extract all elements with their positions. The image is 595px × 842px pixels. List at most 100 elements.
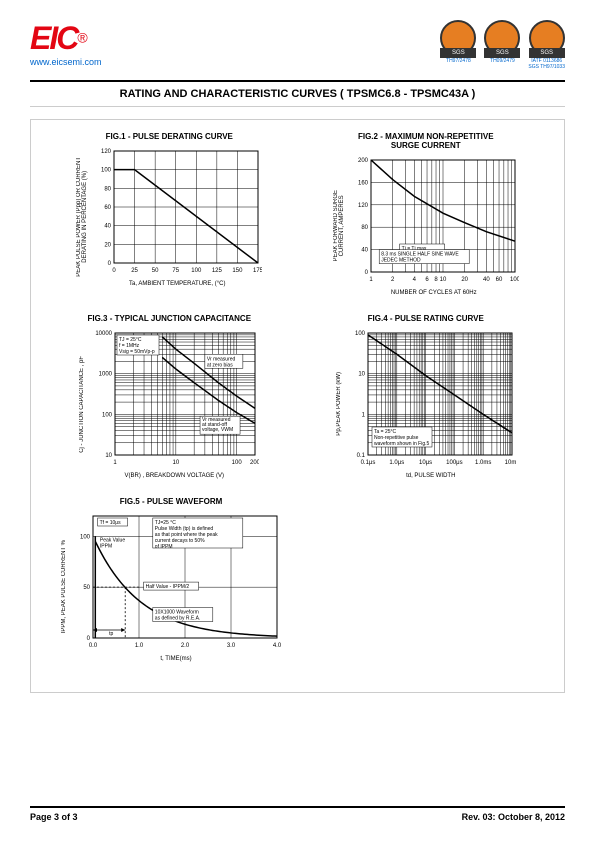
svg-text:2.0: 2.0 (181, 643, 190, 649)
svg-text:0: 0 (364, 270, 368, 276)
svg-text:0: 0 (113, 268, 117, 274)
svg-text:0: 0 (87, 636, 91, 642)
svg-text:3.0: 3.0 (227, 643, 236, 649)
svg-text:80: 80 (361, 225, 368, 231)
svg-text:1: 1 (369, 277, 373, 283)
page-number: Page 3 of 3 (30, 812, 78, 822)
svg-text:100: 100 (80, 534, 91, 540)
svg-text:60: 60 (105, 205, 112, 211)
svg-text:0: 0 (108, 261, 112, 267)
fig1-plot: 0 25 50 75 100 125 150 175 0 20 40 60 80 100 120 (92, 147, 262, 277)
svg-text:0.0: 0.0 (89, 643, 98, 649)
fig5-title: FIG.5 - PULSE WAVEFORM (120, 497, 223, 506)
svg-text:1.0: 1.0 (135, 643, 144, 649)
fig3-plot: 11010020010100100010000TJ = 25°Cf = 1MHz… (89, 329, 259, 469)
fig2-xlabel: NUMBER OF CYCLES AT 60Hz (349, 290, 519, 296)
svg-text:1: 1 (114, 460, 118, 466)
svg-text:100: 100 (232, 460, 243, 466)
svg-text:80: 80 (105, 186, 112, 192)
cert-badges: SGSTH97/2478 SGSTH09/2479 SGSIATF 011368… (440, 20, 565, 70)
header: EIC® www.eicsemi.com SGSTH97/2478 SGSTH0… (30, 20, 565, 70)
svg-text:10: 10 (173, 460, 180, 466)
fig4-plot: 0.1μs1.0μs10μs100μs1.0ms10ms0.1110100Ta … (346, 329, 516, 469)
svg-text:40: 40 (483, 277, 490, 283)
fig1: FIG.1 - PULSE DERATING CURVE PEAK PULSE … (76, 132, 262, 296)
svg-text:100: 100 (192, 268, 203, 274)
svg-text:8: 8 (434, 277, 438, 283)
svg-text:160: 160 (358, 180, 369, 186)
logo: EIC® www.eicsemi.com (30, 20, 102, 67)
svg-text:150: 150 (233, 268, 244, 274)
svg-text:2: 2 (391, 277, 395, 283)
fig2-title: FIG.2 - MAXIMUM NON-REPETITIVE SURGE CUR… (358, 132, 494, 150)
svg-text:125: 125 (212, 268, 223, 274)
fig3-ylabel: Cj - JUNCTION CAPACITANCE , pF (79, 356, 85, 453)
svg-text:1.0μs: 1.0μs (389, 460, 404, 466)
footer: Page 3 of 3 Rev. 03: October 8, 2012 (30, 806, 565, 822)
svg-text:50: 50 (83, 585, 90, 591)
svg-text:10: 10 (358, 372, 365, 378)
svg-text:100: 100 (101, 168, 112, 174)
svg-text:10μs: 10μs (419, 460, 432, 466)
svg-text:10: 10 (106, 453, 113, 459)
svg-text:0.1: 0.1 (356, 453, 365, 459)
fig4-ylabel: Pp,PEAK POWER (kW) (336, 372, 342, 436)
fig3: FIG.3 - TYPICAL JUNCTION CAPACITANCE Cj … (79, 314, 259, 479)
fig5-plot: 0.01.02.03.04.0050100Tf = 10μsTJ=25 °CPu… (71, 512, 281, 652)
fig2-plot: 124681020406010004080120160200Tj = Tj ma… (349, 156, 519, 286)
svg-text:100μs: 100μs (446, 460, 462, 466)
svg-text:200: 200 (250, 460, 259, 466)
svg-text:10000: 10000 (96, 331, 113, 337)
svg-text:4: 4 (412, 277, 416, 283)
svg-text:as defined by R.E.A.: as defined by R.E.A. (155, 616, 201, 622)
fig3-xlabel: V(BR) , BREAKDOWN VOLTAGE (V) (89, 473, 259, 479)
svg-text:100: 100 (355, 331, 366, 337)
charts-container: FIG.1 - PULSE DERATING CURVE PEAK PULSE … (30, 119, 565, 693)
sgs-badge-icon: SGS (484, 48, 520, 58)
logo-text: EIC (30, 20, 77, 56)
svg-text:120: 120 (101, 149, 112, 155)
fig4-xlabel: td, PULSE WIDTH (346, 473, 516, 479)
fig1-title: FIG.1 - PULSE DERATING CURVE (106, 132, 233, 141)
fig2: FIG.2 - MAXIMUM NON-REPETITIVE SURGE CUR… (333, 132, 519, 296)
svg-text:tp: tp (109, 631, 113, 637)
svg-text:60: 60 (495, 277, 502, 283)
svg-text:0.1μs: 0.1μs (360, 460, 375, 466)
svg-text:200: 200 (358, 158, 369, 164)
fig1-ylabel: PEAK PULSE POWER (Ppp) OR CURRENT DERATI… (76, 157, 88, 277)
svg-text:Vsig = 50mVp-p: Vsig = 50mVp-p (119, 349, 155, 355)
svg-text:100: 100 (102, 412, 113, 418)
fig4-title: FIG.4 - PULSE RATING CURVE (368, 314, 484, 323)
svg-text:75: 75 (173, 268, 180, 274)
svg-text:50: 50 (152, 268, 159, 274)
revision: Rev. 03: October 8, 2012 (462, 812, 565, 822)
svg-text:175: 175 (253, 268, 262, 274)
svg-text:20: 20 (461, 277, 468, 283)
fig2-ylabel: PEAK FORWARD SURGE CURRENT, AMPERES (333, 190, 345, 261)
svg-text:IPPM: IPPM (100, 543, 112, 549)
fig5: FIG.5 - PULSE WAVEFORM IPPM, PEAK PULSE … (61, 497, 281, 662)
svg-text:40: 40 (105, 224, 112, 230)
svg-text:JEDEC METHOD: JEDEC METHOD (381, 258, 421, 264)
fig5-ylabel: IPPM, PEAK PULSE CURRENT % (61, 540, 67, 633)
svg-text:of IPPM: of IPPM (155, 544, 173, 550)
registered-icon: ® (77, 30, 87, 46)
svg-text:1.0ms: 1.0ms (475, 460, 491, 466)
fig4: FIG.4 - PULSE RATING CURVE Pp,PEAK POWER… (336, 314, 516, 479)
svg-text:25: 25 (131, 268, 138, 274)
svg-text:40: 40 (361, 248, 368, 254)
svg-text:10: 10 (439, 277, 446, 283)
svg-text:waveform shown in Fig.5: waveform shown in Fig.5 (374, 441, 430, 447)
sgs-badge-icon: SGS (529, 48, 565, 58)
fig1-xlabel: Ta, AMBIENT TEMPERATURE, (°C) (92, 281, 262, 287)
svg-text:120: 120 (358, 203, 369, 209)
svg-text:Tf = 10μs: Tf = 10μs (100, 520, 122, 526)
svg-text:1000: 1000 (99, 372, 113, 378)
svg-text:4.0: 4.0 (273, 643, 281, 649)
cert-3: SGSIATF 0113686 SGS TH97/1033 (528, 20, 565, 70)
svg-text:6: 6 (425, 277, 429, 283)
svg-text:Half Value - IPPM/2: Half Value - IPPM/2 (146, 584, 190, 590)
svg-text:20: 20 (105, 242, 112, 248)
svg-text:1: 1 (361, 412, 365, 418)
svg-text:10ms: 10ms (504, 460, 515, 466)
